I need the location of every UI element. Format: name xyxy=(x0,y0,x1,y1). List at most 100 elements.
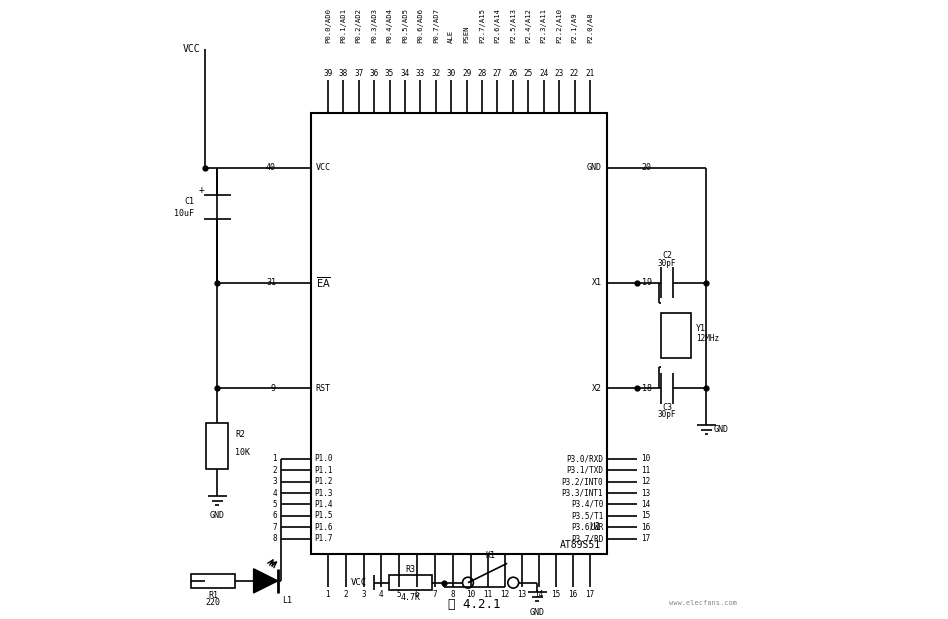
Text: 3: 3 xyxy=(272,477,277,486)
Text: P3.2/INT0: P3.2/INT0 xyxy=(561,477,603,486)
Text: 2: 2 xyxy=(343,590,348,599)
Text: GND: GND xyxy=(714,425,729,434)
Text: R3: R3 xyxy=(406,565,415,574)
Polygon shape xyxy=(253,569,278,593)
Text: 17: 17 xyxy=(585,590,594,599)
Text: P2.0/A8: P2.0/A8 xyxy=(587,13,592,43)
Text: U1: U1 xyxy=(589,521,601,532)
Text: 12: 12 xyxy=(501,590,510,599)
Text: P1.2: P1.2 xyxy=(315,477,333,486)
Text: 5: 5 xyxy=(272,500,277,509)
Text: 30pF: 30pF xyxy=(658,259,677,268)
Text: P0.0/AD0: P0.0/AD0 xyxy=(325,9,331,43)
Text: 36: 36 xyxy=(370,69,379,78)
Text: 10uF: 10uF xyxy=(174,209,194,218)
Text: P1.5: P1.5 xyxy=(315,511,333,521)
Text: 39: 39 xyxy=(323,69,333,78)
Text: X1: X1 xyxy=(592,278,602,287)
Text: 22: 22 xyxy=(570,69,579,78)
Text: C1: C1 xyxy=(185,197,194,206)
Text: 29: 29 xyxy=(462,69,471,78)
Text: L1: L1 xyxy=(283,595,293,605)
Bar xyxy=(390,576,431,590)
Text: +: + xyxy=(199,185,205,195)
Text: P3.1/TXD: P3.1/TXD xyxy=(566,465,603,475)
Text: 13: 13 xyxy=(641,488,650,498)
Text: P0.4/AD4: P0.4/AD4 xyxy=(387,9,392,43)
Text: 28: 28 xyxy=(478,69,486,78)
Text: P2.5/A13: P2.5/A13 xyxy=(510,9,516,43)
Text: 32: 32 xyxy=(431,69,441,78)
Text: C2: C2 xyxy=(663,251,672,261)
Text: 11: 11 xyxy=(641,465,650,475)
Text: 2: 2 xyxy=(272,465,277,475)
Text: P2.4/A12: P2.4/A12 xyxy=(525,9,531,43)
Text: R2: R2 xyxy=(235,430,246,439)
Text: X2: X2 xyxy=(592,384,602,393)
Text: P1.6: P1.6 xyxy=(315,522,333,532)
Text: $\overline{\mathrm{EA}}$: $\overline{\mathrm{EA}}$ xyxy=(316,275,331,290)
Text: 1: 1 xyxy=(325,590,330,599)
Text: P0.5/AD5: P0.5/AD5 xyxy=(402,9,408,43)
Text: 30: 30 xyxy=(447,69,456,78)
Text: C3: C3 xyxy=(663,403,672,412)
Text: 27: 27 xyxy=(493,69,502,78)
Text: 25: 25 xyxy=(523,69,533,78)
Text: 1: 1 xyxy=(272,454,277,464)
Text: P2.6/A14: P2.6/A14 xyxy=(495,9,501,43)
Text: 6: 6 xyxy=(272,511,277,521)
Text: VCC: VCC xyxy=(351,578,367,587)
Text: 19: 19 xyxy=(642,278,652,287)
Text: 8: 8 xyxy=(272,534,277,543)
Text: P2.3/A11: P2.3/A11 xyxy=(540,9,547,43)
Text: P0.6/AD6: P0.6/AD6 xyxy=(417,9,424,43)
Text: 6: 6 xyxy=(415,590,419,599)
Text: 17: 17 xyxy=(641,534,650,543)
Text: 14: 14 xyxy=(641,500,650,509)
Text: 11: 11 xyxy=(483,590,493,599)
Text: P1.3: P1.3 xyxy=(315,488,333,498)
Text: 7: 7 xyxy=(432,590,437,599)
Text: 34: 34 xyxy=(400,69,410,78)
Bar xyxy=(191,574,235,588)
Text: P1.4: P1.4 xyxy=(315,500,333,509)
Text: ALE: ALE xyxy=(448,30,454,43)
Text: PSEN: PSEN xyxy=(464,26,469,43)
Bar xyxy=(661,313,691,358)
Text: R1: R1 xyxy=(209,591,218,600)
Text: 7: 7 xyxy=(272,522,277,532)
Text: 16: 16 xyxy=(641,522,650,532)
Text: 12: 12 xyxy=(641,477,650,486)
Text: P3.5/T1: P3.5/T1 xyxy=(571,511,603,521)
Text: 15: 15 xyxy=(641,511,650,521)
Text: 37: 37 xyxy=(354,69,363,78)
Text: 16: 16 xyxy=(569,590,577,599)
Text: P3.6/WR: P3.6/WR xyxy=(571,522,603,532)
Text: 10K: 10K xyxy=(235,448,250,457)
Text: www.elecfans.com: www.elecfans.com xyxy=(669,600,738,606)
Text: P1.0: P1.0 xyxy=(315,454,333,464)
Text: P3.7/RD: P3.7/RD xyxy=(571,534,603,543)
Text: 24: 24 xyxy=(539,69,548,78)
Text: 3: 3 xyxy=(361,590,366,599)
Text: 5: 5 xyxy=(397,590,402,599)
Text: 10: 10 xyxy=(466,590,476,599)
Text: 31: 31 xyxy=(266,278,276,287)
Text: 4: 4 xyxy=(379,590,384,599)
Text: 30pF: 30pF xyxy=(658,410,677,420)
Text: 35: 35 xyxy=(385,69,394,78)
Text: 23: 23 xyxy=(555,69,564,78)
Text: 4.7K: 4.7K xyxy=(401,592,421,602)
Text: P3.3/INT1: P3.3/INT1 xyxy=(561,488,603,498)
Text: P3.4/T0: P3.4/T0 xyxy=(571,500,603,509)
Text: RST: RST xyxy=(316,384,331,393)
Text: P1.7: P1.7 xyxy=(315,534,333,543)
Text: P3.0/RXD: P3.0/RXD xyxy=(566,454,603,464)
Text: 15: 15 xyxy=(552,590,560,599)
Text: GND: GND xyxy=(530,608,545,617)
Text: P1.1: P1.1 xyxy=(315,465,333,475)
Text: GND: GND xyxy=(587,163,602,173)
Text: 21: 21 xyxy=(585,69,594,78)
Text: 4: 4 xyxy=(272,488,277,498)
Text: P0.7/AD7: P0.7/AD7 xyxy=(433,9,439,43)
